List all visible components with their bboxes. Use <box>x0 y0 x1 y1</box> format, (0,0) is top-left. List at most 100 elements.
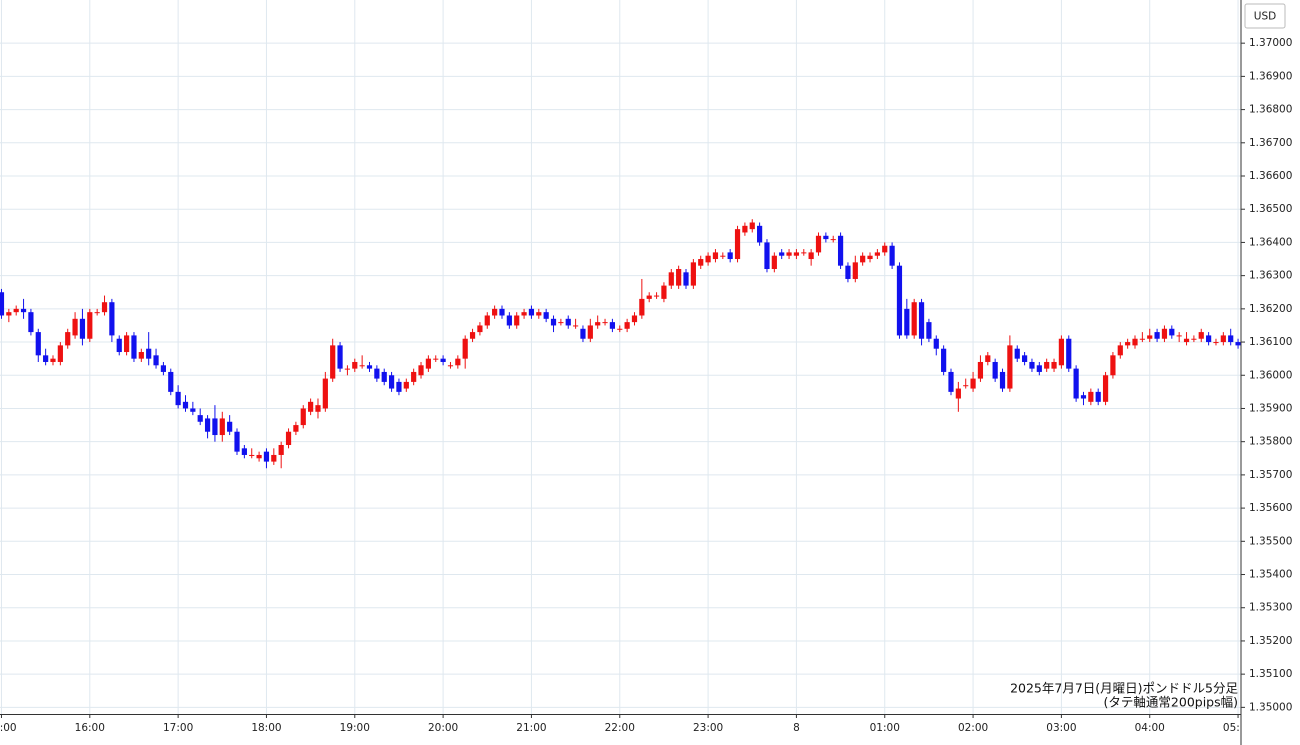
candle-body <box>514 315 520 326</box>
candle-body <box>455 358 461 366</box>
y-tick-label: 1.36000 <box>1249 369 1292 381</box>
candle-body <box>933 338 939 349</box>
candle-body <box>116 338 122 353</box>
candle-body <box>742 225 748 233</box>
candle-body <box>322 378 328 409</box>
candle-body <box>278 445 284 455</box>
y-tick-label: 1.35600 <box>1249 502 1292 514</box>
candle-body <box>469 332 476 339</box>
candle-body <box>20 308 27 313</box>
x-tick-label: 23:00 <box>693 722 723 734</box>
candle-body <box>433 358 439 360</box>
candle-body <box>337 345 343 369</box>
candle-body <box>683 272 689 286</box>
candle-body <box>0 292 5 316</box>
candle-body <box>1198 332 1204 339</box>
candle-body <box>72 318 78 336</box>
candle-body <box>867 255 873 260</box>
y-tick-label: 1.36600 <box>1249 170 1292 182</box>
candle-body <box>882 245 888 253</box>
candle-body <box>845 265 851 279</box>
candles <box>0 219 1241 469</box>
candle-body <box>815 235 822 253</box>
candle-body <box>447 365 454 367</box>
candle-body <box>190 408 196 412</box>
candle-body <box>219 418 225 436</box>
candle-body <box>65 332 71 346</box>
grid <box>0 0 1241 714</box>
candle-body <box>499 308 505 316</box>
candle-body <box>13 308 19 313</box>
candle-body <box>565 318 571 326</box>
x-tick-label: 03:00 <box>1046 722 1076 734</box>
candle-body <box>492 308 498 316</box>
candle-body <box>359 365 365 367</box>
candle-body <box>440 358 446 362</box>
candle-body <box>550 318 557 326</box>
candle-body <box>595 322 601 326</box>
candle-body <box>425 358 431 369</box>
candle-body <box>1169 328 1175 336</box>
y-tick-label: 1.35400 <box>1249 569 1292 581</box>
y-tick-label: 1.36300 <box>1249 270 1292 282</box>
candle-body <box>1117 345 1123 356</box>
candle-body <box>1154 332 1160 339</box>
candle-body <box>374 368 380 379</box>
candle-body <box>668 272 674 286</box>
x-tick-label: 16:00 <box>75 722 105 734</box>
candle-body <box>249 454 255 456</box>
candle-body <box>94 312 100 314</box>
candle-body <box>970 378 976 389</box>
candle-body <box>1176 335 1182 337</box>
y-tick-label: 1.35100 <box>1249 668 1292 680</box>
candle-body <box>926 322 932 339</box>
y-tick-label: 1.36200 <box>1249 303 1292 315</box>
candle-body <box>558 322 564 324</box>
candle-body <box>293 425 299 432</box>
candle-body <box>1051 361 1057 369</box>
candle-body <box>860 255 866 263</box>
candle-body <box>904 308 910 336</box>
candle-body <box>837 235 844 266</box>
candle-body <box>234 431 240 452</box>
candle-body <box>204 418 211 432</box>
candle-body <box>911 302 917 336</box>
candle-body <box>808 252 814 260</box>
candle-body <box>918 302 925 339</box>
candle-body <box>1058 338 1065 366</box>
y-tick-label: 1.36400 <box>1249 236 1292 248</box>
candle-body <box>138 352 144 359</box>
candle-body <box>874 252 880 256</box>
candle-body <box>977 361 984 379</box>
candle-body <box>344 368 351 370</box>
y-tick-label: 1.35200 <box>1249 635 1292 647</box>
x-tick-label: 02:00 <box>958 722 988 734</box>
x-tick-label: 15:00 <box>0 722 17 734</box>
candle-body <box>823 235 829 240</box>
candle-body <box>631 315 638 323</box>
candle-body <box>396 381 402 392</box>
candle-body <box>528 308 535 316</box>
candle-body <box>698 259 704 266</box>
candle-body <box>1066 338 1072 369</box>
y-tick-label: 1.35000 <box>1249 701 1292 713</box>
y-tick-label: 1.35700 <box>1249 469 1292 481</box>
candle-body <box>57 345 63 362</box>
candle-body <box>639 298 645 316</box>
candle-body <box>43 355 49 362</box>
candle-body <box>462 338 468 359</box>
candle-body <box>992 361 998 379</box>
candle-body <box>153 355 159 366</box>
chart-note: (タテ軸通常200pips幅) <box>1104 695 1238 710</box>
candle-body <box>587 325 593 339</box>
candle-body <box>999 371 1006 389</box>
y-tick-label: 1.36800 <box>1249 104 1292 116</box>
candle-body <box>388 375 395 389</box>
candle-body <box>1147 335 1153 339</box>
candle-body <box>1125 342 1131 346</box>
candle-body <box>366 365 373 369</box>
candle-body <box>749 222 755 230</box>
x-tick-label: 05:00 <box>1223 722 1253 734</box>
candle-body <box>308 401 314 412</box>
